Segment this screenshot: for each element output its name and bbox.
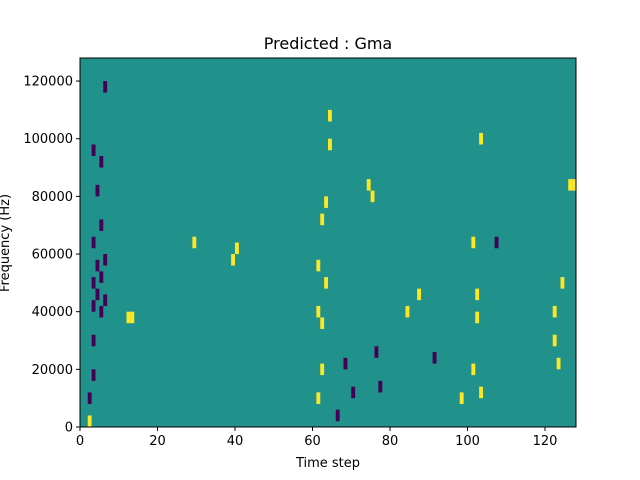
heatmap-cell <box>235 242 239 255</box>
plot-area <box>79 57 577 428</box>
x-tick-label: 80 <box>382 434 399 449</box>
heatmap-cell <box>471 363 476 376</box>
x-tick-label: 0 <box>76 434 84 449</box>
heatmap-cell <box>103 81 108 93</box>
heatmap-cell <box>552 334 557 347</box>
heatmap-cell <box>316 259 321 272</box>
heatmap-cell <box>126 311 131 324</box>
heatmap-cell <box>479 386 484 399</box>
heatmap-cell <box>91 369 96 381</box>
heatmap-cell <box>95 184 100 197</box>
heatmap-cell <box>324 277 329 289</box>
heatmap-cell <box>320 213 325 226</box>
heatmap-cell <box>568 179 573 191</box>
heatmap-cell <box>405 305 410 318</box>
plot-frame <box>79 57 577 428</box>
heatmap-cell <box>552 305 557 318</box>
heatmap-cell <box>343 357 348 370</box>
heatmap-cell <box>316 392 321 404</box>
y-tick-label: 60000 <box>32 248 73 263</box>
heatmap-cell <box>432 352 437 364</box>
heatmap-cell <box>91 300 96 312</box>
heatmap-cell <box>560 277 565 289</box>
heatmap-cells <box>87 81 577 427</box>
heatmap-cell <box>556 357 561 370</box>
heatmap-cell <box>192 236 197 249</box>
heatmap-cell <box>95 259 100 272</box>
heatmap-cell <box>494 236 499 249</box>
heatmap-cell <box>471 236 476 249</box>
x-tick-label: 20 <box>149 434 166 449</box>
heatmap-cell <box>459 392 464 404</box>
heatmap-cell <box>99 305 104 318</box>
heatmap-cell <box>479 132 484 145</box>
heatmap-cell <box>351 386 356 399</box>
y-tick-label: 0 <box>65 421 73 436</box>
chart-title: Predicted : Gma <box>264 34 392 53</box>
heatmap-cell <box>417 288 422 301</box>
heatmap-cell <box>324 196 329 208</box>
heatmap-cell <box>316 305 321 318</box>
x-axis-label: Time step <box>295 456 360 471</box>
heatmap-cell <box>91 334 96 347</box>
heatmap-cell <box>103 254 108 266</box>
x-tick-label: 100 <box>455 434 480 449</box>
y-tick-label: 40000 <box>32 305 73 320</box>
x-tick-label: 40 <box>227 434 244 449</box>
heatmap-cell <box>320 363 325 376</box>
heatmap-cell <box>231 254 236 266</box>
heatmap-cell <box>475 311 480 324</box>
y-axis-ticks: 0 20000 40000 60000 80000 100000 120000 <box>23 75 80 436</box>
heatmap-cell <box>99 156 104 168</box>
heatmap-cell <box>91 144 96 157</box>
heatmap-cell <box>130 311 135 324</box>
heatmap-cell <box>370 190 375 203</box>
y-tick-label: 20000 <box>32 363 73 378</box>
heatmap-cell <box>99 271 104 283</box>
heatmap-cell <box>366 179 371 191</box>
heatmap-cell <box>374 346 379 358</box>
heatmap-cell <box>335 409 340 422</box>
heatmap-cell <box>91 236 96 249</box>
heatmap-cell <box>99 219 104 231</box>
heatmap-cell <box>87 392 92 404</box>
heatmap-cell <box>328 138 332 151</box>
heatmap-cell <box>103 294 108 306</box>
heatmap-cell <box>95 288 100 301</box>
x-tick-label: 120 <box>533 434 558 449</box>
y-axis-label: Frequency (Hz) <box>0 194 13 292</box>
heatmap-cell <box>87 415 92 427</box>
y-tick-label: 120000 <box>23 75 73 90</box>
heatmap-cell <box>320 317 325 329</box>
heatmap-cell <box>572 179 577 191</box>
heatmap-cell <box>475 288 480 301</box>
heatmap-cell <box>91 277 96 289</box>
y-tick-label: 100000 <box>23 132 73 147</box>
heatmap-cell <box>328 109 332 122</box>
y-tick-label: 80000 <box>32 190 73 205</box>
x-axis-ticks: 0 20 40 60 80 100 120 <box>76 427 558 449</box>
x-tick-label: 60 <box>304 434 321 449</box>
heatmap-cell <box>378 380 383 393</box>
